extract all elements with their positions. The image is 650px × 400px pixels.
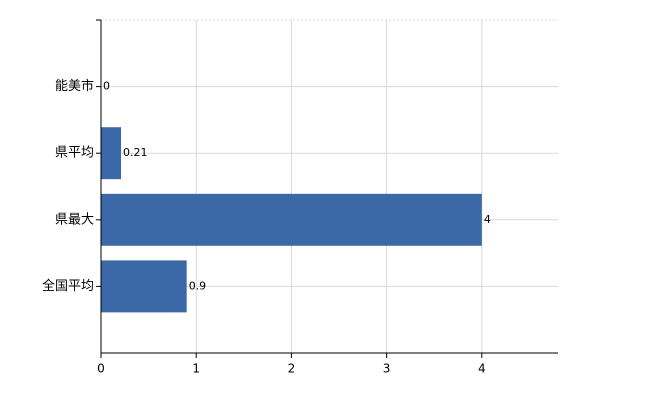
x-tick-label: 2 [288, 362, 296, 376]
value-label: 4 [484, 213, 491, 226]
value-label: 0.21 [123, 146, 147, 159]
x-tick-label: 1 [192, 362, 200, 376]
y-tick-label: 県最大 [55, 212, 94, 227]
x-tick-label: 3 [383, 362, 391, 376]
bar [101, 260, 187, 313]
value-label: 0.9 [189, 279, 207, 292]
bar [101, 193, 482, 246]
y-tick-label: 県平均 [55, 146, 94, 161]
value-label: 0 [103, 80, 110, 93]
y-tick-label: 能美市 [55, 78, 94, 94]
y-tick-label: 全国平均 [42, 278, 94, 294]
x-tick-label: 0 [97, 362, 105, 376]
bar [101, 127, 121, 180]
x-tick-label: 4 [478, 362, 486, 376]
